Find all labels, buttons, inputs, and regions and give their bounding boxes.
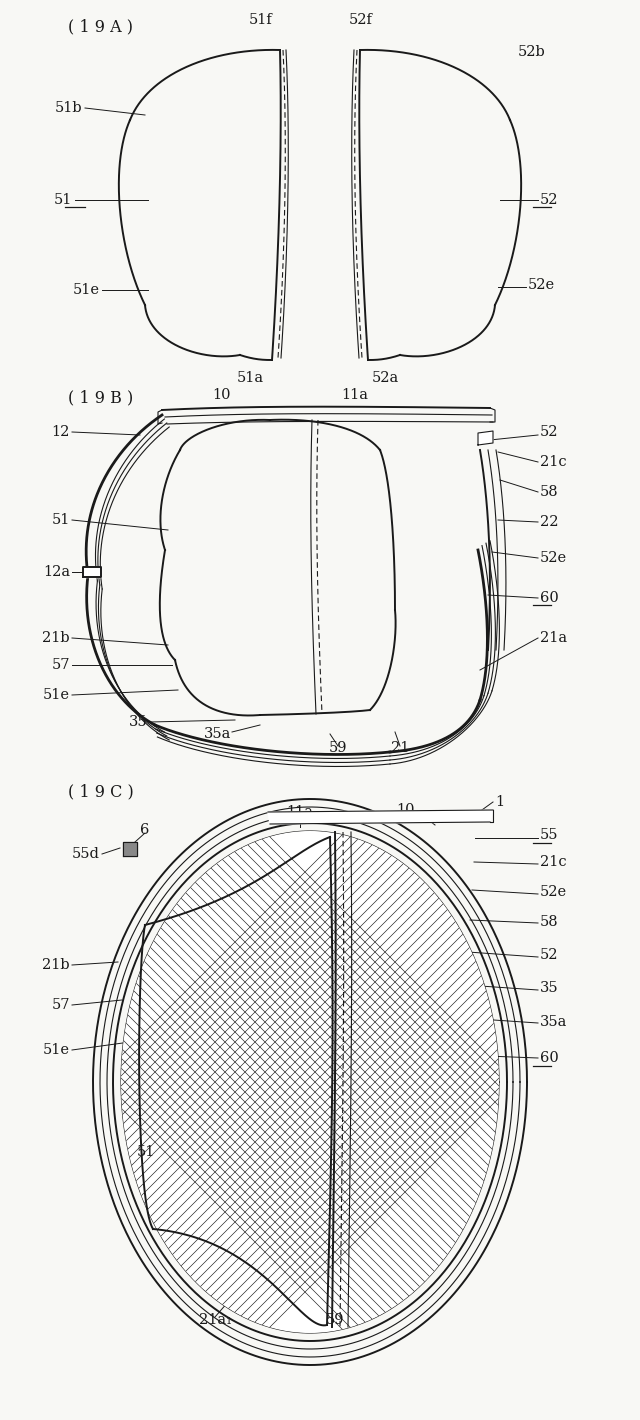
Text: 51: 51	[52, 513, 70, 527]
Text: 51e: 51e	[43, 689, 70, 701]
Text: 58: 58	[540, 486, 559, 498]
Text: 21a₁: 21a₁	[198, 1314, 232, 1328]
Text: 52e: 52e	[540, 885, 567, 899]
Text: 51f: 51f	[249, 13, 273, 27]
Text: 52: 52	[540, 425, 559, 439]
Text: ( 1 9 B ): ( 1 9 B )	[68, 389, 133, 406]
Text: 59: 59	[329, 741, 348, 755]
Text: ( 1 9 C ): ( 1 9 C )	[68, 784, 134, 801]
Text: 51: 51	[54, 193, 72, 207]
Text: 52f: 52f	[349, 13, 373, 27]
Text: 21c: 21c	[540, 454, 566, 469]
Text: 10: 10	[396, 802, 414, 816]
Text: 55d: 55d	[72, 846, 100, 861]
Text: 12: 12	[52, 425, 70, 439]
Text: 60: 60	[540, 591, 559, 605]
Text: 57: 57	[51, 657, 70, 672]
Polygon shape	[268, 809, 493, 824]
Text: 52: 52	[540, 193, 559, 207]
Text: 52: 52	[540, 949, 559, 961]
Text: 21a: 21a	[540, 630, 567, 645]
Text: 10: 10	[212, 388, 231, 402]
Text: 11a: 11a	[342, 388, 369, 402]
Text: 60: 60	[540, 1051, 559, 1065]
Text: 51: 51	[136, 1145, 155, 1159]
Text: 35: 35	[129, 716, 148, 728]
Ellipse shape	[121, 831, 499, 1333]
Text: 51a: 51a	[236, 371, 264, 385]
Text: 51b: 51b	[54, 101, 82, 115]
Text: 35a: 35a	[540, 1015, 568, 1030]
Text: 12a: 12a	[43, 565, 70, 579]
Text: 52e: 52e	[528, 278, 555, 293]
Text: 52b: 52b	[518, 45, 546, 60]
Polygon shape	[478, 432, 493, 444]
Text: 6: 6	[140, 824, 150, 836]
Text: 21c: 21c	[540, 855, 566, 869]
Text: 52e: 52e	[540, 551, 567, 565]
Text: 35: 35	[540, 981, 559, 995]
Text: 52a: 52a	[371, 371, 399, 385]
Text: 55: 55	[540, 828, 559, 842]
Text: 51e: 51e	[73, 283, 100, 297]
Text: 21b: 21b	[42, 959, 70, 973]
Text: 22: 22	[540, 515, 559, 530]
Text: 51e: 51e	[43, 1044, 70, 1056]
Text: 59: 59	[326, 1314, 344, 1328]
Text: 21b: 21b	[42, 630, 70, 645]
Text: 58: 58	[540, 914, 559, 929]
Text: 1: 1	[495, 795, 504, 809]
Text: 21: 21	[391, 741, 409, 755]
Text: 11a: 11a	[287, 805, 314, 819]
Polygon shape	[83, 567, 101, 577]
Polygon shape	[123, 842, 137, 856]
Text: 35a: 35a	[204, 727, 232, 741]
Text: ( 1 9 A ): ( 1 9 A )	[68, 18, 133, 36]
Text: 57: 57	[51, 998, 70, 1012]
